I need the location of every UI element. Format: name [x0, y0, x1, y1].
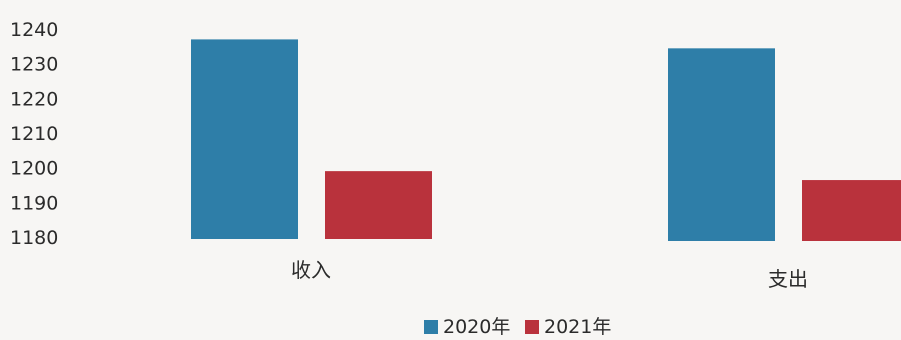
- y-tick-label: 1200: [10, 158, 58, 180]
- y-tick-label: 1180: [10, 227, 58, 249]
- bar-income-2020: [191, 39, 298, 240]
- legend-swatch-2020: [424, 320, 438, 334]
- legend-label-2021: 2021年: [544, 316, 611, 338]
- bar-expense-2021: [802, 180, 901, 241]
- y-tick-label: 1190: [10, 192, 58, 214]
- y-tick-label: 1240: [10, 19, 58, 41]
- y-axis: 1180 1190 1200 1210 1220 1230 1240: [10, 19, 58, 249]
- y-tick-label: 1210: [10, 123, 58, 145]
- legend: 2020年 2021年: [424, 316, 611, 338]
- category-labels: 收入 支出: [291, 258, 808, 291]
- y-tick-label: 1220: [10, 88, 58, 110]
- category-label-expense: 支出: [768, 267, 808, 291]
- bar-expense-2020: [668, 48, 775, 242]
- legend-label-2020: 2020年: [443, 316, 510, 338]
- bars: [191, 39, 901, 242]
- bar-income-2021: [325, 171, 432, 239]
- y-tick-label: 1230: [10, 54, 58, 76]
- legend-swatch-2021: [525, 320, 539, 334]
- category-label-income: 收入: [291, 258, 331, 282]
